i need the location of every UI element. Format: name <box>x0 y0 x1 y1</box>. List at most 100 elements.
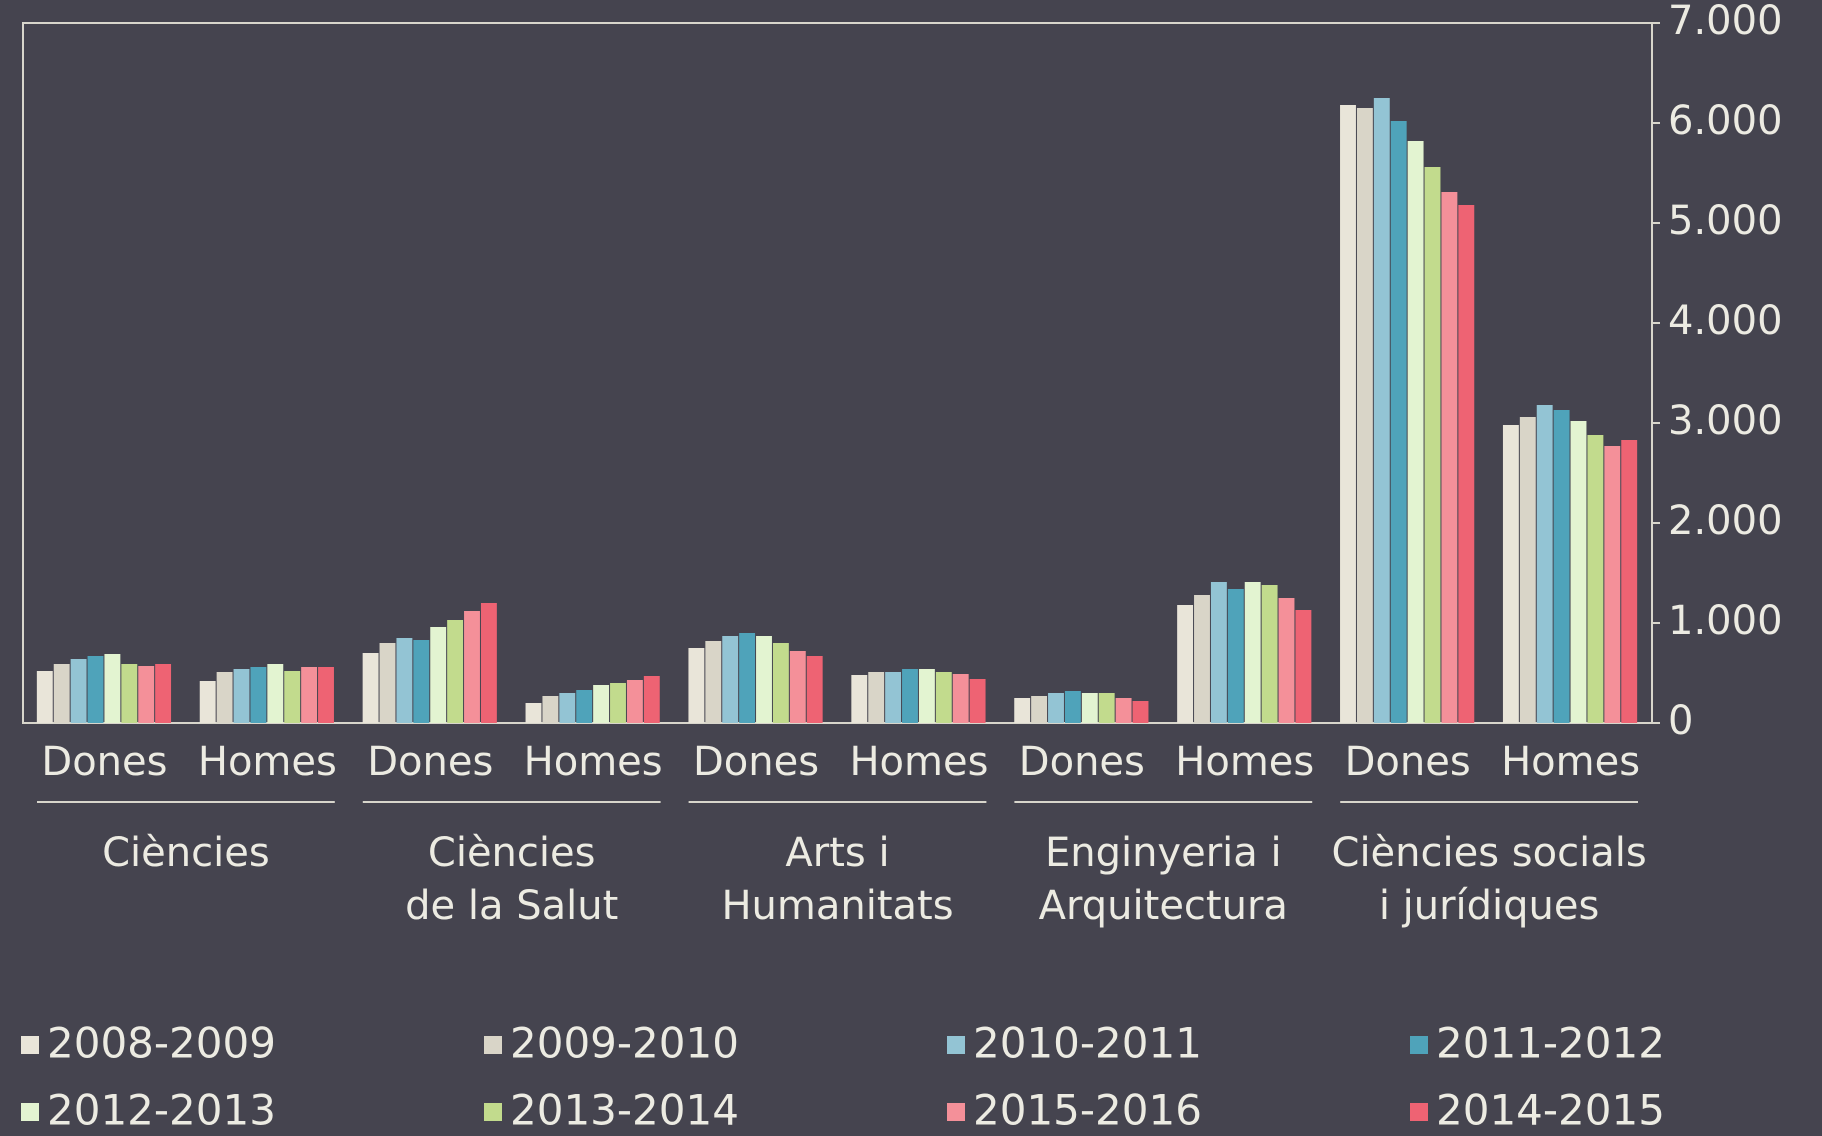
bar <box>1227 589 1244 723</box>
bar <box>525 703 542 723</box>
x-tick-label: Dones <box>367 739 493 785</box>
bar <box>902 669 918 723</box>
bar <box>216 672 233 723</box>
group-label-line: Ciències <box>102 830 270 876</box>
legend-swatch <box>947 1036 965 1054</box>
bar <box>413 640 430 723</box>
x-tick-label: Homes <box>849 739 988 785</box>
x-tick-label: Homes <box>198 739 337 785</box>
bar <box>1014 698 1031 723</box>
bar <box>87 656 104 723</box>
group-label-line: de la Salut <box>405 883 618 929</box>
bar <box>1278 598 1295 723</box>
bar <box>1604 446 1621 723</box>
bar <box>1458 205 1475 723</box>
bar <box>593 685 610 723</box>
bar <box>610 683 626 723</box>
bar <box>430 627 447 723</box>
legend-label: 2014-2015 <box>1436 1086 1665 1135</box>
y-tick-label: 1.000 <box>1668 598 1783 644</box>
legend-swatch <box>947 1103 965 1121</box>
y-tick-label: 0 <box>1668 698 1693 744</box>
group-label-line: Ciències <box>428 830 596 876</box>
bar <box>480 603 497 723</box>
bar <box>1064 691 1081 723</box>
group-label-line: Arts i <box>785 830 889 876</box>
group-label-line: Enginyeria i <box>1045 830 1282 876</box>
bar <box>1407 141 1424 723</box>
bar <box>1115 698 1132 723</box>
bar <box>722 636 739 723</box>
y-tick-label: 7.000 <box>1668 0 1783 44</box>
y-tick-label: 6.000 <box>1668 98 1783 144</box>
legend-label: 2011-2012 <box>1436 1019 1665 1068</box>
bar <box>70 659 87 723</box>
bar <box>688 648 705 723</box>
bar <box>1356 108 1373 723</box>
bar <box>1261 585 1278 723</box>
bar <box>559 693 576 723</box>
bar <box>36 671 53 723</box>
bar <box>53 664 70 723</box>
x-tick-label: Dones <box>1019 739 1145 785</box>
bar <box>885 672 902 723</box>
bar <box>806 656 823 723</box>
bar <box>1536 405 1553 723</box>
legend-label: 2010-2011 <box>973 1019 1202 1068</box>
legend-swatch <box>484 1036 502 1054</box>
bar <box>756 636 772 723</box>
bar <box>1132 701 1149 723</box>
bar <box>952 674 969 723</box>
bar <box>1340 105 1356 723</box>
bar <box>1031 696 1048 723</box>
bar <box>542 696 559 723</box>
legend-swatch <box>484 1103 502 1121</box>
bar <box>1295 610 1312 723</box>
bar <box>1390 121 1407 723</box>
x-tick-label: Homes <box>1501 739 1640 785</box>
legend-swatch <box>1410 1036 1428 1054</box>
bar <box>969 679 986 723</box>
x-tick-label: Homes <box>524 739 663 785</box>
bar <box>851 675 868 723</box>
group-label-line: Ciències socials <box>1332 830 1647 876</box>
legend-swatch <box>21 1103 39 1121</box>
bar <box>233 669 250 723</box>
bar <box>1621 440 1638 723</box>
bar <box>199 681 216 723</box>
group-label-line: Humanitats <box>721 883 953 929</box>
bar <box>362 653 379 723</box>
y-tick-label: 3.000 <box>1668 398 1783 444</box>
bar <box>626 680 643 723</box>
x-tick-label: Homes <box>1175 739 1314 785</box>
x-tick-label: Dones <box>1345 739 1471 785</box>
legend-label: 2015-2016 <box>973 1086 1202 1135</box>
bar <box>104 654 121 723</box>
group-label-line: i jurídiques <box>1379 883 1600 929</box>
bar <box>1424 167 1441 723</box>
group-label: Enginyeria i Arquitectura <box>1039 830 1288 929</box>
bar <box>643 676 660 723</box>
bar <box>705 641 722 723</box>
bar <box>935 672 952 723</box>
x-tick-label: Dones <box>693 739 819 785</box>
bar <box>1081 693 1098 723</box>
bar <box>138 666 155 723</box>
bar <box>121 664 138 723</box>
bar <box>318 667 334 723</box>
bar <box>1587 435 1604 723</box>
bar <box>284 671 301 723</box>
x-tick-label: Dones <box>41 739 167 785</box>
bar <box>868 672 885 723</box>
bar <box>464 611 480 723</box>
legend-label: 2013-2014 <box>510 1086 739 1135</box>
legend-label: 2008-2009 <box>47 1019 276 1068</box>
bar <box>1553 410 1570 723</box>
bar <box>789 651 806 723</box>
bar <box>396 638 413 723</box>
bar <box>739 633 756 723</box>
bar <box>1519 417 1536 723</box>
bar <box>772 643 789 723</box>
bar <box>250 667 267 723</box>
